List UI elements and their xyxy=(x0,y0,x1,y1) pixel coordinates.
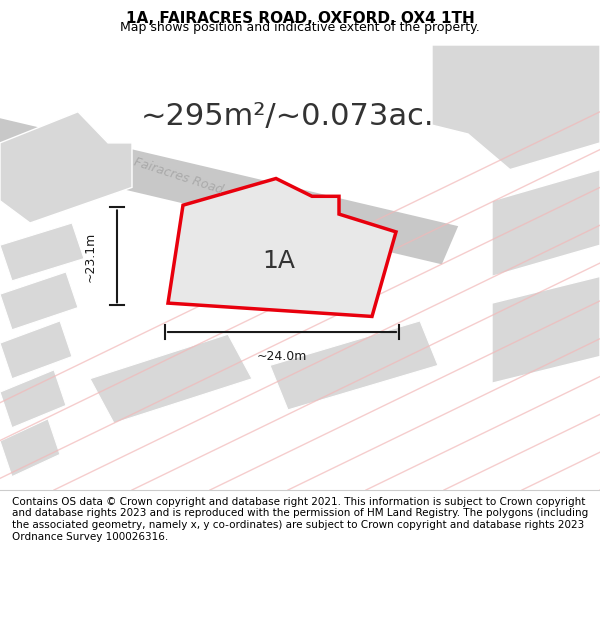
Text: ~24.0m: ~24.0m xyxy=(257,350,307,363)
Polygon shape xyxy=(90,334,252,423)
Polygon shape xyxy=(0,419,60,477)
Text: Map shows position and indicative extent of the property.: Map shows position and indicative extent… xyxy=(120,21,480,34)
Text: Contains OS data © Crown copyright and database right 2021. This information is : Contains OS data © Crown copyright and d… xyxy=(12,497,588,541)
Polygon shape xyxy=(0,272,78,330)
Polygon shape xyxy=(492,169,600,276)
Text: 1A, FAIRACRES ROAD, OXFORD, OX4 1TH: 1A, FAIRACRES ROAD, OXFORD, OX4 1TH xyxy=(125,11,475,26)
Polygon shape xyxy=(168,179,396,316)
Polygon shape xyxy=(0,106,458,264)
Polygon shape xyxy=(0,321,72,379)
Polygon shape xyxy=(492,276,600,383)
Text: 1A: 1A xyxy=(263,249,296,273)
Text: ~295m²/~0.073ac.: ~295m²/~0.073ac. xyxy=(141,102,435,131)
Polygon shape xyxy=(432,45,600,169)
Polygon shape xyxy=(270,321,438,410)
Text: Fairacres Road: Fairacres Road xyxy=(132,156,224,197)
Text: ~23.1m: ~23.1m xyxy=(83,231,97,281)
Polygon shape xyxy=(0,370,66,428)
Polygon shape xyxy=(0,112,132,223)
Polygon shape xyxy=(0,223,84,281)
